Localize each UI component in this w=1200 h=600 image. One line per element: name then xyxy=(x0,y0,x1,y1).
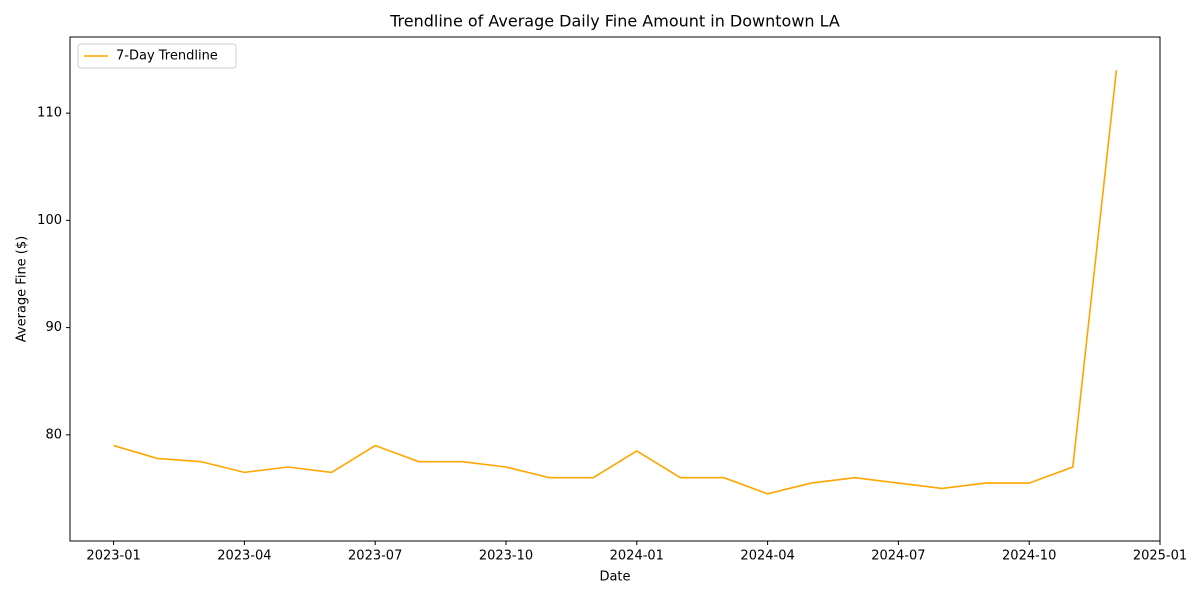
x-tick-label: 2023-07 xyxy=(348,549,402,564)
x-axis-label: Date xyxy=(599,570,630,585)
plot-frame xyxy=(69,36,1161,542)
x-tick-label: 2024-01 xyxy=(610,549,664,564)
x-tick-label: 2025-01 xyxy=(1133,549,1187,564)
x-tick-label: 2023-01 xyxy=(86,549,140,564)
y-axis-label: Average Fine ($) xyxy=(15,236,30,342)
x-tick-label: 2024-07 xyxy=(871,549,925,564)
y-tick-label: 90 xyxy=(45,320,62,335)
y-tick-label: 110 xyxy=(37,106,62,121)
legend-label: 7-Day Trendline xyxy=(116,49,218,64)
chart-title: Trendline of Average Daily Fine Amount i… xyxy=(389,12,840,31)
y-tick-label: 80 xyxy=(45,427,62,442)
x-tick-label: 2024-10 xyxy=(1002,549,1056,564)
x-tick-label: 2023-04 xyxy=(217,549,271,564)
data-line xyxy=(113,70,1118,495)
x-tick-label: 2023-10 xyxy=(479,549,533,564)
legend-box xyxy=(77,43,237,69)
y-tick-label: 100 xyxy=(37,213,62,228)
x-tick-label: 2024-04 xyxy=(740,549,794,564)
